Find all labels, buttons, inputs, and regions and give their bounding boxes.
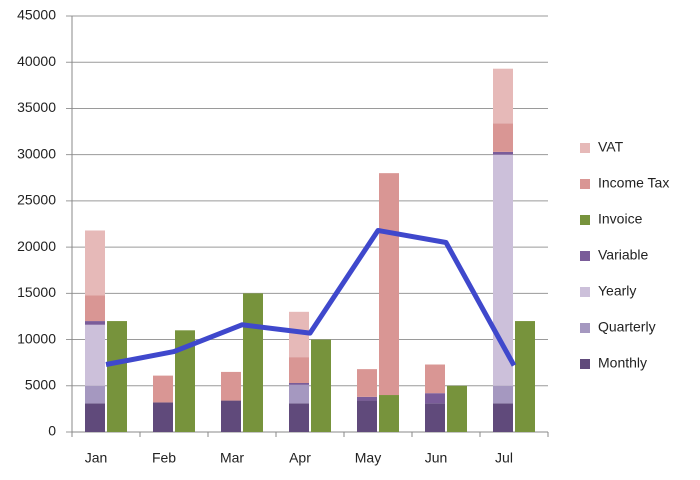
- x-tick-label: Apr: [289, 450, 311, 466]
- bar-segment: [493, 403, 513, 432]
- bar-segment: [357, 369, 377, 397]
- y-tick-label: 5000: [25, 376, 56, 392]
- bar-segment: [289, 383, 309, 385]
- legend-swatch: [580, 251, 590, 261]
- bar-segment: [243, 293, 263, 432]
- bar-segment: [85, 295, 105, 322]
- bar-segment: [85, 321, 105, 325]
- y-tick-label: 15000: [17, 284, 56, 300]
- bar-segment: [175, 330, 195, 432]
- y-tick-label: 30000: [17, 145, 56, 161]
- line-series: [105, 227, 517, 367]
- bar-segment: [425, 403, 445, 432]
- bar-segment: [493, 123, 513, 152]
- bar-segment: [85, 403, 105, 432]
- bar-segment: [289, 357, 309, 384]
- bar-segment: [425, 393, 445, 404]
- legend-swatch: [580, 215, 590, 225]
- bar-segment: [153, 402, 173, 432]
- legend-swatch: [580, 179, 590, 189]
- y-tick-label: 45000: [17, 7, 56, 23]
- bar-segment: [379, 173, 399, 396]
- bar-segment: [311, 339, 331, 432]
- y-tick-label: 0: [48, 423, 56, 439]
- legend-label: Invoice: [598, 211, 643, 227]
- bar-segment: [221, 371, 241, 401]
- legend-swatch: [580, 323, 590, 333]
- legend-swatch: [580, 143, 590, 153]
- legend-label: Income Tax: [598, 175, 669, 191]
- x-tick-label: Jan: [85, 450, 108, 466]
- bar-segment: [289, 311, 309, 358]
- bar-segment: [85, 324, 105, 386]
- bar-segment: [493, 68, 513, 124]
- bar-segment: [425, 364, 445, 394]
- y-tick-label: 10000: [17, 330, 56, 346]
- bar-segment: [379, 395, 399, 432]
- legend-label: VAT: [598, 139, 624, 155]
- bar-segment: [447, 385, 467, 432]
- y-tick-label: 40000: [17, 53, 56, 69]
- x-tick-label: May: [355, 450, 381, 466]
- legend-label: Monthly: [598, 355, 647, 371]
- bar-segment: [85, 385, 105, 404]
- bar-segment: [493, 151, 513, 155]
- bar-segment: [221, 400, 241, 432]
- legend-swatch: [580, 287, 590, 297]
- bar-segment: [493, 385, 513, 404]
- bar-segment: [153, 375, 173, 403]
- x-tick-label: Jun: [425, 450, 448, 466]
- bar-segment: [493, 154, 513, 386]
- legend-swatch: [580, 359, 590, 369]
- y-tick-label: 25000: [17, 192, 56, 208]
- bar-segment: [357, 400, 377, 432]
- bar-segment: [107, 321, 127, 432]
- x-tick-label: Mar: [220, 450, 244, 466]
- x-tick-label: Jul: [495, 450, 513, 466]
- bar-segment: [515, 321, 535, 432]
- legend-label: Variable: [598, 247, 649, 263]
- legend-label: Quarterly: [598, 319, 656, 335]
- y-tick-label: 20000: [17, 238, 56, 254]
- legend-label: Yearly: [598, 283, 636, 299]
- bar-segment: [357, 396, 377, 401]
- bar-segment: [289, 384, 309, 404]
- bar-segment: [289, 403, 309, 432]
- y-tick-label: 35000: [17, 99, 56, 115]
- bar-segment: [85, 230, 105, 296]
- x-tick-label: Feb: [152, 450, 176, 466]
